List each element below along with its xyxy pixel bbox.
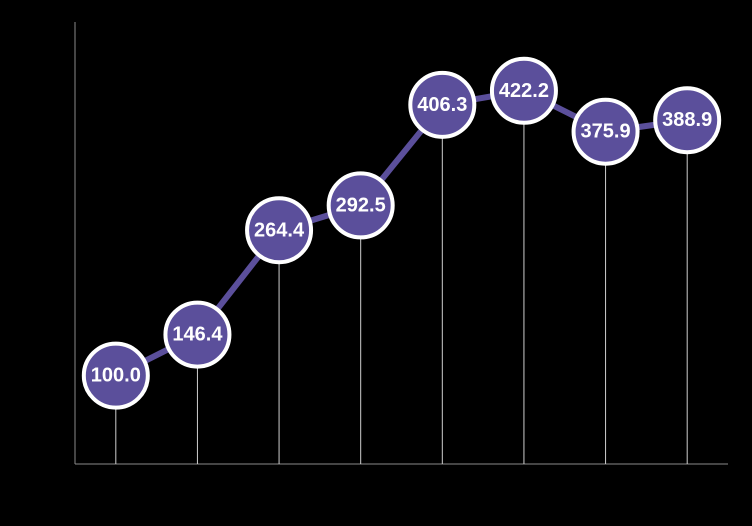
point-marker bbox=[571, 97, 640, 166]
point-marker bbox=[326, 171, 395, 240]
value-label: 406.3 bbox=[417, 94, 467, 116]
value-label: 422.2 bbox=[499, 80, 549, 102]
value-label: 292.5 bbox=[336, 194, 386, 216]
value-label: 100.0 bbox=[91, 365, 141, 387]
value-label: 388.9 bbox=[662, 109, 712, 131]
point-marker bbox=[163, 300, 232, 369]
point-marker bbox=[408, 70, 477, 139]
value-label: 375.9 bbox=[581, 121, 631, 143]
value-label: 146.4 bbox=[172, 324, 223, 346]
point-marker bbox=[81, 341, 150, 410]
point-marker bbox=[653, 86, 722, 155]
point-marker bbox=[489, 56, 558, 125]
value-label: 264.4 bbox=[254, 219, 305, 241]
point-marker bbox=[245, 196, 314, 265]
